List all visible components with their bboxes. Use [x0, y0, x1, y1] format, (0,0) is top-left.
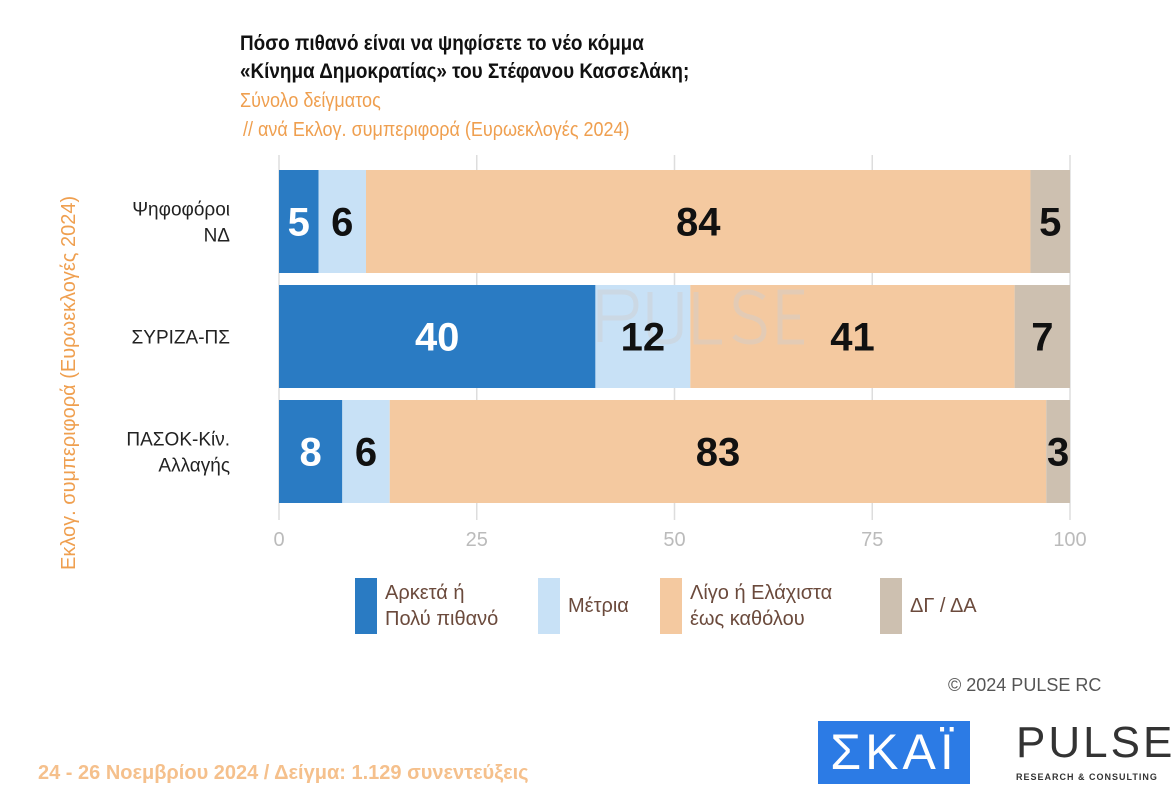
category-label: ΣΥΡΙΖΑ-ΠΣ	[132, 328, 230, 349]
legend-label: Λίγο ή Ελάχιστα έως καθόλου	[690, 582, 833, 630]
data-label: 8	[300, 431, 322, 475]
data-label: 7	[1031, 316, 1053, 360]
subtitle-2: // ανά Εκλογ. συμπεριφορά (Ευρωεκλογές 2…	[243, 119, 630, 141]
title-line-1: Πόσο πιθανό είναι να ψηφίσετε το νέο κόμ…	[240, 32, 644, 55]
category-label: Ψηφοφόροι	[132, 200, 230, 221]
x-tick-label: 25	[466, 529, 488, 551]
skai-logo: ΣΚΑΪ	[818, 721, 970, 784]
copyright: © 2024 PULSE RC	[948, 675, 1102, 695]
data-label: 83	[696, 431, 741, 475]
data-label: 5	[288, 201, 310, 245]
data-label: 41	[830, 316, 875, 360]
chart-title: Πόσο πιθανό είναι να ψηφίσετε το νέο κόμ…	[240, 30, 689, 86]
bar-segment	[1014, 285, 1070, 388]
data-label: 6	[331, 201, 353, 245]
bar-segment	[279, 400, 343, 503]
category-label: Αλλαγής	[158, 456, 230, 477]
bar-segment	[318, 170, 367, 273]
watermark	[597, 289, 804, 345]
data-label: 12	[621, 316, 666, 360]
bar-segment	[1046, 400, 1070, 503]
bar-segment	[279, 285, 596, 388]
title-line-2: «Κίνημα Δημοκρατίας» του Στέφανου Κασσελ…	[240, 60, 690, 83]
category-label: ΝΔ	[204, 226, 231, 247]
bar-segment	[279, 170, 319, 273]
data-label: 3	[1047, 431, 1069, 475]
legend-item: ΔΓ / ΔΑ	[880, 578, 977, 634]
legend-swatch	[660, 578, 682, 634]
bar-segment	[595, 285, 691, 388]
x-tick-label: 75	[861, 529, 883, 551]
legend-swatch	[355, 578, 377, 634]
legend-item: Αρκετά ή Πολύ πιθανό	[355, 578, 498, 634]
data-label: 40	[415, 316, 460, 360]
legend-swatch	[880, 578, 902, 634]
x-tick-label: 50	[663, 529, 685, 551]
bar-segment	[342, 400, 390, 503]
data-label: 84	[676, 201, 721, 245]
bar-segment	[389, 400, 1047, 503]
subtitle-1: Σύνολο δείγματος	[240, 90, 381, 112]
fieldwork-note: 24 - 26 Νοεμβρίου 2024 / Δείγμα: 1.129 σ…	[38, 762, 529, 784]
pulse-logo-tagline: RESEARCH & CONSULTING	[1016, 772, 1158, 782]
legend-item: Μέτρια	[538, 578, 629, 634]
legend-label: Μέτρια	[568, 595, 629, 617]
bar-segment	[366, 170, 1031, 273]
legend-item: Λίγο ή Ελάχιστα έως καθόλου	[660, 578, 832, 634]
bar-segment	[1030, 170, 1070, 273]
x-tick-label: 0	[273, 529, 284, 551]
x-tick-label: 100	[1053, 529, 1086, 551]
pulse-logo: PULSE	[1016, 718, 1174, 767]
data-label: 6	[355, 431, 377, 475]
legend-label: Αρκετά ή Πολύ πιθανό	[385, 582, 499, 630]
legend-label: ΔΓ / ΔΑ	[910, 595, 977, 617]
bar-segment	[690, 285, 1015, 388]
data-label: 5	[1039, 201, 1061, 245]
legend-swatch	[538, 578, 560, 634]
category-label: ΠΑΣΟΚ-Κίν.	[126, 430, 230, 451]
